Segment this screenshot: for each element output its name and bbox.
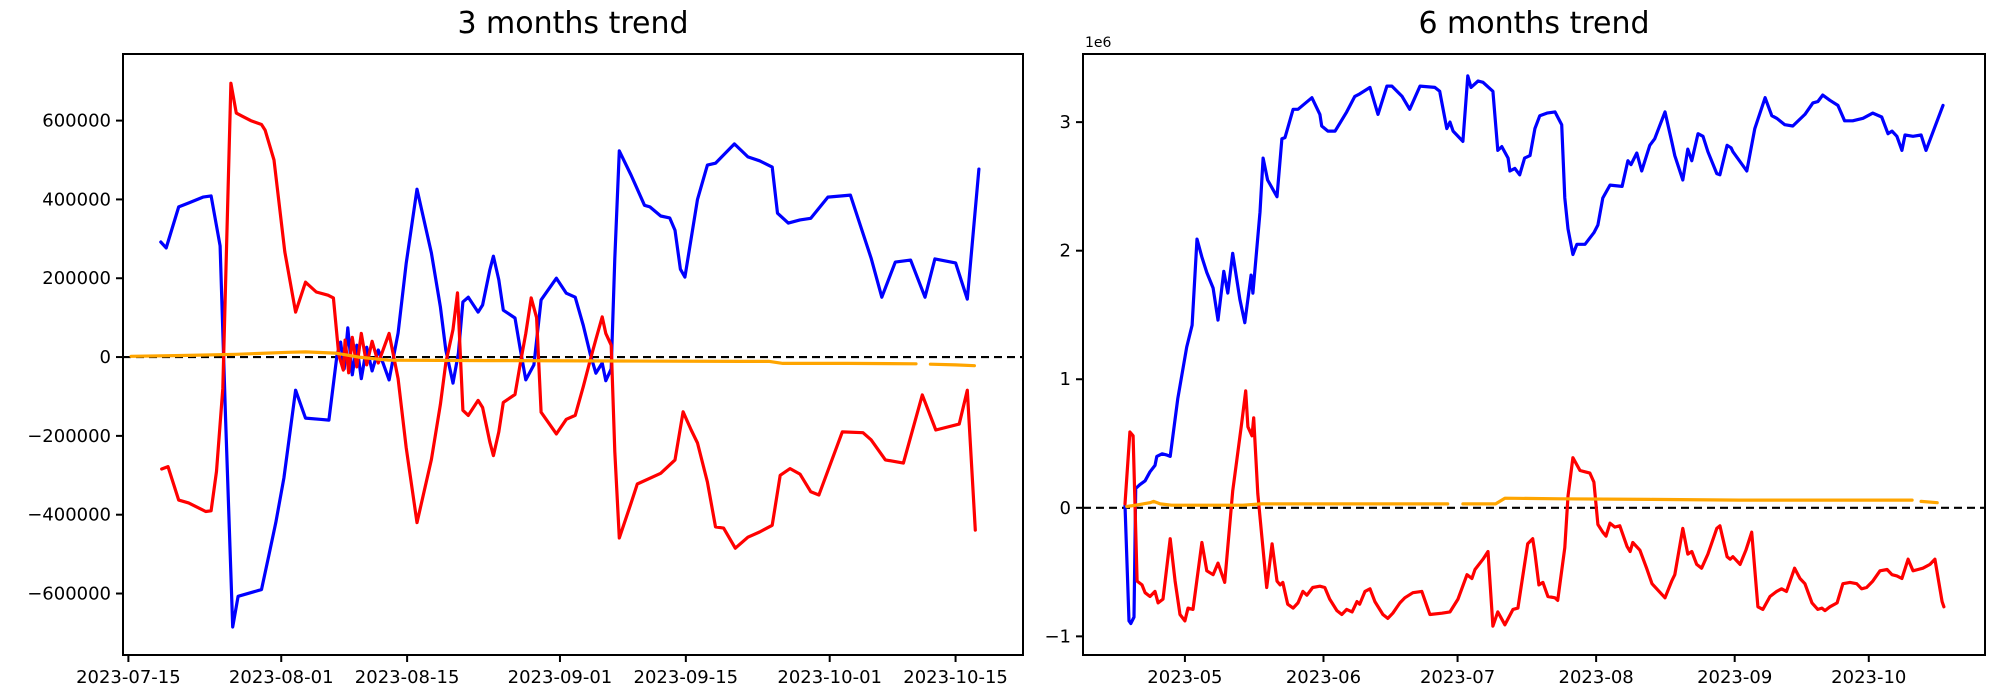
series-orange-line [129,350,977,368]
series-red-segment [160,81,977,550]
series-orange-segment [928,362,977,368]
x-tick-label: 2023-09-01 [508,667,613,688]
x-tick-label: 2023-07 [1420,667,1495,688]
chart-6-months-trend: 2023-05 2023-06 2023-07 2023-08 2023-09 2023-… [1044,35,1986,688]
x-tick-label: 2023-06 [1286,667,1361,688]
y-tick-label: 0 [100,347,111,368]
y-tick-label: −600000 [27,584,111,605]
x-tick-label: 2023-07-15 [76,667,181,688]
chart-3-months-trend: 2023-07-15 2023-08-01 2023-08-15 2023-09-01… [27,53,1024,688]
x-tick-label: 2023-10-15 [903,667,1008,688]
x-tick-label: 2023-08-01 [229,667,334,688]
x-tick-label: 2023-08 [1559,667,1634,688]
x-axis: 2023-05 2023-06 2023-07 2023-08 2023-09 2023-… [1147,655,1906,688]
series-orange-segment [129,350,918,366]
y-axis-offset-label: 1e6 [1085,35,1112,51]
y-tick-label: −400000 [27,505,111,526]
axes-spines [1082,53,1986,656]
y-tick-label: −1 [1044,626,1071,647]
series-red-line [1123,389,1946,628]
series-red-line [160,81,977,550]
series-orange-segment [1461,496,1914,506]
y-axis: 600000 400000 200000 0 −200000 −400000 −600000 [27,111,123,605]
x-tick-label: 2023-05 [1147,667,1222,688]
series-blue-segment [159,142,981,629]
y-axis: 3 2 1 0 −1 [1044,112,1083,647]
x-tick-label: 2023-10-01 [777,667,882,688]
chart-title-3-months: 3 months trend [457,6,689,41]
series-orange-segment [1125,499,1450,509]
y-tick-label: 0 [1060,498,1071,519]
series-orange-segment [1919,499,1939,505]
y-tick-label: 2 [1060,241,1071,262]
series-orange-line [1125,496,1939,509]
series-blue-line [1123,74,1945,626]
y-tick-label: 600000 [42,111,111,132]
y-tick-label: 200000 [42,268,111,289]
y-tick-label: 3 [1060,112,1071,133]
chart-title-6-months: 6 months trend [1418,6,1650,41]
x-tick-label: 2023-09 [1697,667,1772,688]
series-blue-segment [1123,74,1945,626]
x-tick-label: 2023-08-15 [355,667,460,688]
y-tick-label: 1 [1060,369,1071,390]
y-tick-label: 400000 [42,189,111,210]
x-axis: 2023-07-15 2023-08-01 2023-08-15 2023-09-01… [76,655,1008,688]
series-red-segment [1123,389,1946,628]
axes-spines [122,53,1024,656]
x-tick-label: 2023-10 [1831,667,1906,688]
x-tick-label: 2023-09-15 [634,667,739,688]
series-blue-line [159,142,981,629]
y-tick-label: −200000 [27,426,111,447]
